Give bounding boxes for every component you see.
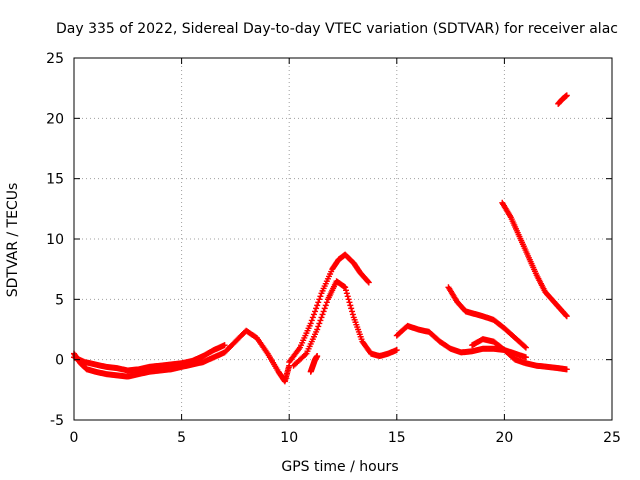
x-tick-label: 5 bbox=[177, 430, 186, 446]
x-tick-label: 20 bbox=[495, 430, 513, 446]
data-point-marker bbox=[315, 323, 322, 330]
data-point-marker bbox=[521, 343, 528, 350]
data-point-marker bbox=[316, 320, 323, 327]
y-tick-label: 5 bbox=[55, 292, 64, 308]
data-point-marker bbox=[320, 308, 327, 315]
data-point-marker bbox=[342, 284, 349, 291]
data-point-marker bbox=[343, 290, 350, 297]
data-point-marker bbox=[393, 347, 400, 354]
data-point-marker bbox=[343, 287, 350, 294]
data-point-marker bbox=[344, 293, 351, 300]
data-point-marker bbox=[563, 366, 570, 373]
data-series bbox=[445, 284, 529, 351]
y-axis-label: SDTVAR / TECUs bbox=[5, 183, 21, 298]
y-tick-label: 25 bbox=[46, 51, 64, 67]
data-point-marker bbox=[522, 354, 529, 361]
data-point-marker bbox=[309, 314, 316, 321]
data-point-marker bbox=[307, 320, 314, 327]
chart-title: Day 335 of 2022, Sidereal Day-to-day VTE… bbox=[56, 21, 618, 37]
data-point-marker bbox=[314, 353, 321, 360]
data-point-marker bbox=[312, 308, 319, 315]
x-tick-label: 25 bbox=[603, 430, 621, 446]
data-point-marker bbox=[319, 311, 326, 318]
data-point-marker bbox=[348, 305, 355, 312]
x-axis-label: GPS time / hours bbox=[281, 459, 398, 475]
data-point-marker bbox=[346, 299, 353, 306]
data-point-marker bbox=[221, 342, 228, 349]
axis-ticks: 0 5 10 15 20 25 -5 0 5 10 15 20 25 bbox=[46, 51, 621, 446]
y-tick-label: 20 bbox=[46, 111, 64, 127]
x-tick-label: 0 bbox=[70, 430, 79, 446]
data-point-marker bbox=[314, 326, 321, 333]
data-points bbox=[71, 92, 570, 385]
data-point-marker bbox=[310, 311, 317, 318]
data-series bbox=[307, 353, 321, 375]
data-series bbox=[71, 342, 228, 374]
y-tick-label: 10 bbox=[46, 232, 64, 248]
data-point-marker bbox=[318, 314, 325, 321]
y-tick-label: 15 bbox=[46, 172, 64, 188]
data-series bbox=[555, 92, 570, 107]
data-series bbox=[286, 251, 372, 366]
data-point-marker bbox=[315, 299, 322, 306]
data-point-marker bbox=[323, 299, 330, 306]
data-point-marker bbox=[563, 313, 570, 320]
data-point-marker bbox=[522, 344, 529, 351]
y-tick-label: -5 bbox=[50, 413, 64, 429]
data-point-marker bbox=[349, 311, 356, 318]
x-tick-label: 10 bbox=[280, 430, 298, 446]
data-series bbox=[290, 278, 400, 369]
data-point-marker bbox=[365, 279, 372, 286]
data-point-marker bbox=[317, 317, 324, 324]
data-point-marker bbox=[322, 302, 329, 309]
data-point-marker bbox=[345, 296, 352, 303]
data-point-marker bbox=[313, 305, 320, 312]
data-point-marker bbox=[349, 308, 356, 315]
data-point-marker bbox=[317, 293, 324, 300]
data-point-marker bbox=[364, 278, 371, 285]
data-point-marker bbox=[563, 92, 570, 99]
data-point-marker bbox=[316, 296, 323, 303]
data-point-marker bbox=[347, 302, 354, 309]
y-tick-label: 0 bbox=[55, 353, 64, 369]
data-series bbox=[499, 199, 570, 320]
data-point-marker bbox=[302, 351, 309, 358]
data-point-marker bbox=[308, 317, 315, 324]
data-point-marker bbox=[314, 302, 321, 309]
data-series bbox=[469, 336, 570, 373]
data-point-marker bbox=[321, 305, 328, 312]
x-tick-label: 15 bbox=[388, 430, 406, 446]
data-series bbox=[71, 327, 293, 385]
